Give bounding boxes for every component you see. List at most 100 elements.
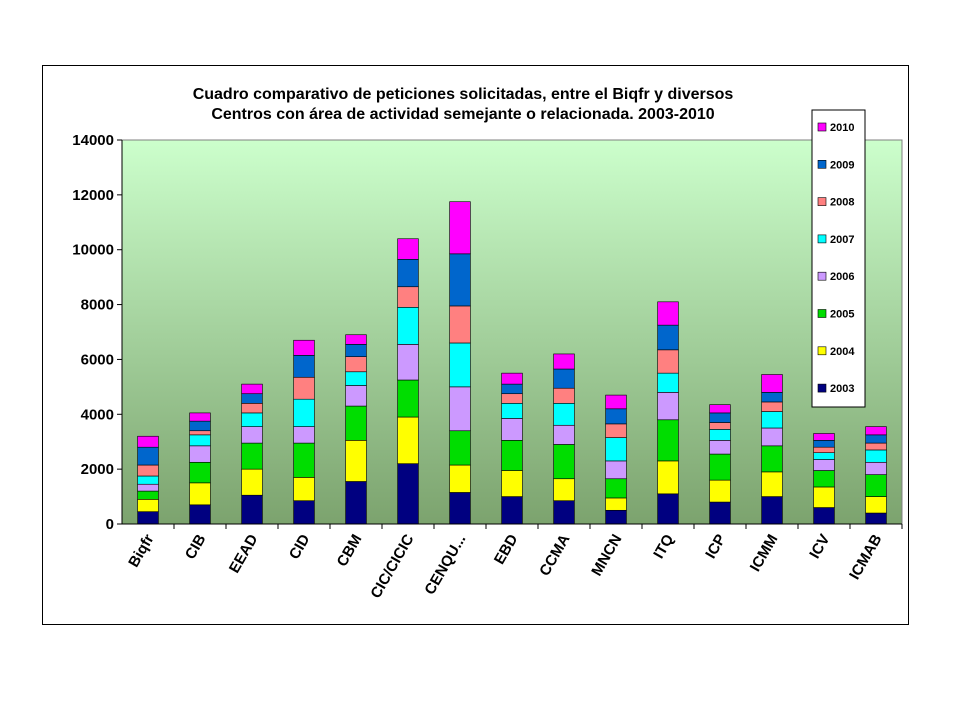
bar-segment: [657, 493, 679, 525]
y-tick-label: 0: [106, 516, 114, 533]
legend-swatch: [817, 197, 827, 206]
bar-segment: [241, 403, 263, 414]
bar-segment: [553, 478, 575, 501]
bar-segment: [813, 459, 835, 471]
bar-segment: [137, 490, 159, 500]
y-tick-label: 6000: [81, 351, 114, 368]
bar-segment: [813, 470, 835, 488]
bar-segment: [397, 259, 419, 288]
bar-segment: [397, 344, 419, 381]
bar-segment: [189, 412, 211, 422]
bar-segment: [189, 420, 211, 432]
bar-segment: [345, 371, 367, 386]
bar-segment: [865, 474, 887, 497]
bar-segment: [553, 387, 575, 404]
bar-segment: [449, 386, 471, 432]
bar-segment: [241, 442, 263, 470]
bar-segment: [449, 342, 471, 388]
bar-segment: [657, 419, 679, 462]
legend-swatch: [817, 234, 827, 244]
bar-segment: [449, 305, 471, 344]
bar-segment: [865, 442, 887, 451]
bar-segment: [449, 464, 471, 493]
bar-segment: [345, 481, 367, 525]
y-tick-label: 4000: [81, 406, 114, 423]
bar-segment: [605, 437, 627, 462]
legend-swatch: [817, 383, 827, 393]
bar-segment: [449, 430, 471, 466]
x-category-label: CIC/CICIC: [367, 531, 417, 601]
bar-segment: [293, 376, 315, 400]
legend-label: 2006: [830, 271, 854, 283]
bar-segment: [761, 427, 783, 447]
bar-segment: [293, 477, 315, 501]
bar-segment: [761, 445, 783, 473]
x-category-label: CCMA: [536, 531, 573, 579]
bar-segment: [397, 307, 419, 345]
y-axis: 0 2000 4000 6000 8000 10000 12000 14000: [72, 132, 123, 533]
bar-segment: [865, 426, 887, 436]
bar-segment: [137, 499, 159, 512]
bar-segment: [709, 429, 731, 441]
bar-segment: [501, 496, 523, 525]
bar-segment: [761, 411, 783, 429]
bar-segment: [345, 405, 367, 441]
legend-swatch: [817, 346, 827, 356]
legend-label: 2007: [830, 234, 854, 246]
legend-label: 2005: [830, 309, 854, 321]
bar-segment: [553, 424, 575, 445]
bar-segment: [189, 461, 211, 484]
x-category-label: Biqfr: [125, 531, 157, 570]
bar-segment: [813, 446, 835, 453]
bar-segment: [813, 433, 835, 441]
bar-segment: [761, 374, 783, 393]
chart-title-line-1: Cuadro comparativo de peticiones solicit…: [192, 86, 734, 103]
bar-segment: [501, 440, 523, 471]
bars: [137, 201, 887, 525]
x-category-label: MNCN: [588, 532, 625, 579]
x-category-label: CID: [286, 531, 314, 562]
bar-segment: [293, 355, 315, 378]
bar-segment: [241, 393, 263, 404]
x-category-label: ICMM: [747, 532, 782, 575]
bar-segment: [813, 486, 835, 508]
bar-segment: [189, 482, 211, 506]
bar-segment: [553, 403, 575, 426]
legend-label: 2009: [830, 159, 854, 171]
bar-segment: [761, 471, 783, 497]
bar-segment: [657, 460, 679, 495]
y-tick-label: 8000: [81, 297, 114, 314]
x-category-label: EEAD: [226, 531, 262, 576]
legend-box: [811, 109, 866, 408]
x-category-label: ICMAB: [846, 531, 885, 582]
bar-segment: [241, 494, 263, 525]
x-axis: Biqfr CIB EEAD CID CBM CIC/CICIC CENQU... EBD CC…: [122, 523, 903, 601]
bar-segment: [501, 470, 523, 497]
bar-segment: [657, 392, 679, 421]
x-category-label: CBM: [334, 532, 366, 570]
bar-segment: [241, 426, 263, 444]
legend-label: 2003: [830, 383, 854, 395]
bar-segment: [605, 478, 627, 499]
bar-segment: [137, 475, 159, 485]
bar-segment: [605, 460, 627, 480]
bar-segment: [449, 201, 471, 255]
y-tick-label: 14000: [72, 132, 114, 149]
y-tick-label: 12000: [72, 187, 114, 204]
bar-segment: [137, 446, 159, 466]
bar-segment: [657, 349, 679, 374]
bar-segment: [605, 394, 627, 410]
bar-segment: [189, 434, 211, 447]
bar-segment: [709, 440, 731, 455]
bar-segment: [137, 435, 159, 448]
y-tick-label: 10000: [72, 242, 114, 259]
bar-segment: [397, 286, 419, 308]
y-tick-label: 2000: [81, 461, 114, 478]
bar-segment: [865, 434, 887, 444]
legend-swatch: [817, 271, 827, 281]
bar-segment: [761, 496, 783, 525]
x-category-label: EBD: [491, 531, 522, 567]
bar-segment: [865, 449, 887, 463]
bar-segment: [293, 426, 315, 444]
